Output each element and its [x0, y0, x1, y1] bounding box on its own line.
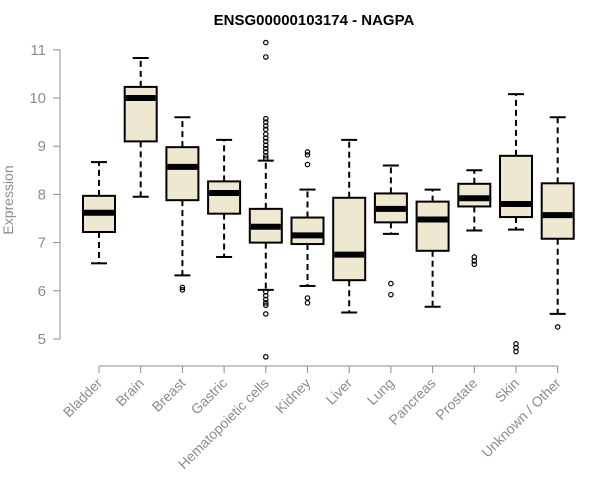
box-iqr — [457, 182, 492, 208]
y-tick-label: 11 — [30, 42, 46, 59]
box-iqr — [415, 200, 450, 252]
y-tick-label: 7 — [38, 235, 46, 252]
y-tick-label: 8 — [38, 186, 46, 203]
y-axis: 5 6 7 8 9 10 11 — [29, 42, 61, 348]
box-group — [207, 138, 242, 259]
y-tick-label: 9 — [38, 138, 46, 155]
box-group — [82, 161, 116, 265]
x-tick-label: Lung — [364, 375, 397, 408]
outlier-point — [513, 348, 519, 355]
x-tick-label: Prostate — [432, 375, 480, 423]
x-tick-label: Skin — [492, 375, 523, 406]
box-iqr — [165, 146, 200, 202]
box-iqr — [207, 180, 242, 215]
box-group — [248, 39, 283, 360]
boxes-group — [82, 39, 575, 360]
outlier-point — [304, 152, 311, 158]
box-group — [415, 188, 450, 308]
box-group — [165, 116, 200, 293]
outlier-point — [262, 300, 269, 306]
outlier-point — [262, 296, 269, 303]
x-tick-label: Kidney — [272, 375, 314, 417]
outlier-point — [304, 295, 311, 301]
box-iqr — [499, 154, 533, 219]
box-group — [457, 169, 492, 268]
box-group — [332, 138, 367, 314]
outlier-point — [262, 354, 269, 360]
outlier-point — [554, 324, 561, 330]
x-tick-label: Bladder — [60, 375, 106, 421]
outlier-point — [262, 142, 269, 149]
x-tick-label: Unknown / Other — [478, 375, 564, 461]
box-iqr — [540, 182, 575, 240]
outlier-point — [304, 300, 311, 306]
outlier-point — [179, 284, 186, 291]
outlier-point — [262, 54, 269, 60]
box-iqr — [332, 196, 367, 282]
outlier-point — [262, 145, 269, 152]
x-tick-label: Brain — [112, 375, 146, 409]
box-group — [290, 149, 325, 306]
outlier-point — [262, 311, 269, 317]
outlier-point — [262, 135, 269, 141]
chart-title: ENSG00000103174 - NAGPA — [214, 12, 415, 29]
y-tick-label: 10 — [29, 90, 46, 107]
outlier-point — [471, 258, 478, 264]
outlier-point — [388, 280, 394, 287]
outlier-point — [179, 287, 186, 293]
y-tick-label: 6 — [38, 283, 46, 300]
outlier-point — [262, 302, 269, 309]
box-group — [540, 116, 575, 330]
outlier-point — [388, 291, 394, 298]
outlier-point — [304, 161, 311, 168]
y-tick-label: 5 — [38, 331, 46, 348]
outlier-point — [262, 155, 269, 162]
outlier-point — [471, 261, 478, 268]
y-axis-label: Expression — [0, 165, 16, 234]
box-group — [123, 56, 158, 198]
outlier-point — [304, 149, 311, 155]
box-group — [499, 93, 533, 355]
outlier-point — [262, 39, 269, 46]
x-tick-label: Breast — [149, 375, 189, 415]
outlier-point — [262, 153, 269, 159]
box-iqr — [290, 216, 325, 246]
x-tick-label: Liver — [323, 375, 356, 408]
outlier-point — [262, 123, 269, 129]
outlier-point — [262, 115, 269, 122]
box-group — [373, 164, 408, 298]
